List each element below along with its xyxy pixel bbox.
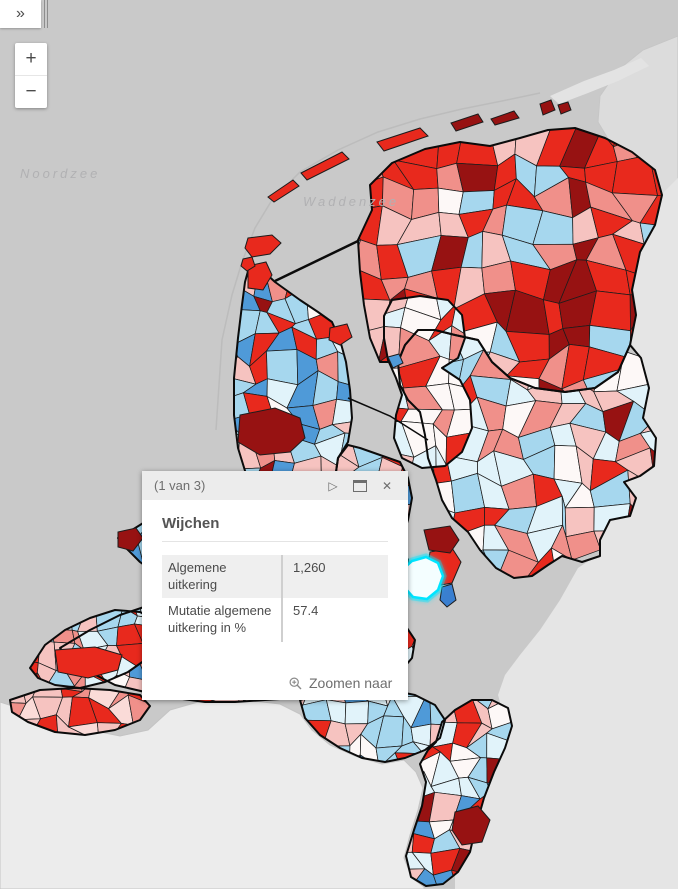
chevron-double-right-icon: » — [16, 5, 25, 22]
magnifier-zoom-icon — [289, 676, 302, 689]
attribute-label: Algemene uitkering — [162, 555, 283, 599]
dock-box-icon — [353, 479, 367, 492]
municipality[interactable] — [305, 284, 344, 321]
panel-edge-line — [47, 0, 48, 28]
municipality[interactable] — [67, 722, 100, 741]
municipality[interactable] — [446, 408, 490, 438]
close-popup-icon[interactable]: ✕ — [381, 478, 393, 493]
municipality[interactable] — [387, 353, 404, 369]
zoom-control: + − — [15, 43, 47, 108]
province-border — [383, 295, 473, 469]
municipality[interactable] — [375, 752, 407, 781]
municipality[interactable] — [344, 700, 369, 725]
attribute-value: 57.4 — [293, 603, 319, 619]
province-border — [405, 699, 513, 887]
municipality[interactable] — [117, 527, 144, 552]
popup-header: (1 van 3) ▷ ✕ — [142, 471, 408, 500]
municipality[interactable] — [300, 151, 350, 181]
popup-title: Wijchen — [162, 515, 220, 532]
municipality[interactable] — [247, 261, 273, 291]
municipality[interactable] — [328, 323, 353, 346]
municipality[interactable] — [407, 444, 437, 480]
municipality[interactable] — [450, 113, 484, 132]
municipality[interactable] — [208, 433, 241, 471]
foreign-land — [550, 58, 649, 104]
municipality[interactable] — [490, 110, 520, 126]
zoom-out-button[interactable]: − — [15, 75, 47, 108]
foreign-land — [455, 178, 678, 889]
municipality[interactable] — [336, 381, 358, 403]
houtribdijk-line — [347, 397, 429, 441]
attribute-label: Mutatie algemene uitkering in % — [162, 598, 283, 642]
zoom-to-link[interactable]: Zoomen naar — [289, 675, 392, 691]
municipality[interactable] — [456, 162, 499, 193]
attribute-table: Algemene uitkering 1,260 Mutatie algemen… — [162, 555, 388, 642]
municipality[interactable] — [456, 135, 499, 167]
municipality[interactable] — [267, 179, 300, 203]
municipality[interactable] — [54, 646, 123, 679]
popup-title-divider — [162, 541, 388, 542]
municipality[interactable] — [376, 127, 429, 152]
next-feature-icon[interactable]: ▷ — [328, 478, 338, 493]
municipality[interactable] — [240, 256, 256, 272]
municipality[interactable] — [423, 525, 460, 554]
province-border — [397, 329, 657, 579]
map-layers — [0, 35, 678, 889]
panel-edge-line — [44, 0, 45, 28]
table-row: Mutatie algemene uitkering in % 57.4 — [162, 598, 388, 642]
municipality[interactable] — [557, 101, 572, 115]
municipality[interactable] — [214, 329, 239, 362]
municipality[interactable] — [332, 398, 357, 426]
feature-popup: (1 van 3) ▷ ✕ Wijchen Algemene uitkering… — [142, 471, 408, 700]
municipality[interactable] — [237, 407, 306, 456]
municipality[interactable] — [429, 678, 461, 704]
municipality[interactable] — [244, 234, 282, 258]
municipality[interactable] — [423, 480, 456, 514]
municipality[interactable] — [411, 622, 445, 660]
municipality[interactable] — [439, 583, 457, 608]
zoom-in-button[interactable]: + — [25, 48, 37, 69]
attribute-value: 1,260 — [293, 560, 326, 575]
municipality[interactable] — [451, 805, 491, 846]
municipality[interactable] — [639, 423, 678, 463]
table-row: Algemene uitkering 1,260 — [162, 555, 388, 599]
municipality[interactable] — [589, 290, 631, 332]
municipality[interactable] — [328, 239, 362, 278]
municipality[interactable] — [331, 421, 359, 435]
municipality[interactable] — [344, 205, 383, 246]
municipality[interactable] — [332, 204, 362, 253]
province-border — [9, 687, 151, 736]
municipality[interactable] — [411, 645, 445, 679]
expand-panel-button[interactable]: » — [0, 0, 41, 28]
popup-pager: (1 van 3) — [154, 478, 206, 493]
basemap-coastline — [215, 92, 541, 431]
zoom-to-label: Zoomen naar — [309, 675, 393, 691]
afsluitdijk-line — [274, 239, 359, 283]
dock-popup-icon[interactable] — [351, 477, 369, 495]
municipality[interactable] — [539, 99, 556, 116]
